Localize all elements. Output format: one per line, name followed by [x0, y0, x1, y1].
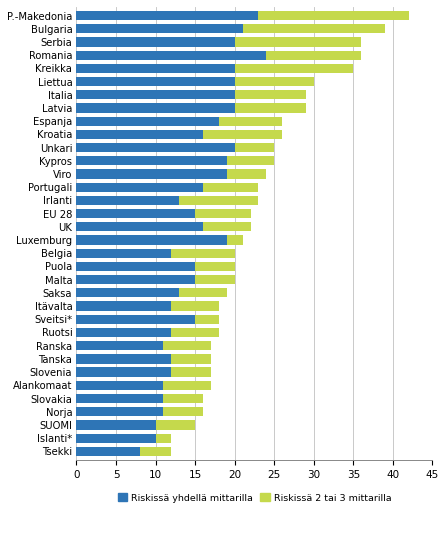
Legend: Riskissä yhdellä mittarilla, Riskissä 2 tai 3 mittarilla: Riskissä yhdellä mittarilla, Riskissä 2 … — [114, 490, 395, 506]
Bar — [235, 37, 361, 47]
Bar — [243, 24, 385, 34]
Bar — [76, 407, 164, 417]
Bar — [76, 37, 235, 47]
Bar — [76, 103, 235, 113]
Bar — [76, 183, 203, 192]
Bar — [76, 64, 235, 73]
Bar — [195, 315, 219, 324]
Bar — [227, 235, 243, 245]
Bar — [203, 183, 258, 192]
Bar — [227, 169, 266, 179]
Bar — [235, 90, 306, 100]
Bar — [235, 143, 274, 152]
Bar — [76, 381, 164, 390]
Bar — [171, 328, 219, 337]
Bar — [171, 367, 211, 377]
Bar — [258, 11, 409, 20]
Bar — [76, 420, 156, 430]
Bar — [203, 130, 282, 139]
Bar — [164, 341, 211, 351]
Bar — [171, 301, 219, 311]
Bar — [76, 394, 164, 403]
Bar — [179, 288, 227, 298]
Bar — [76, 156, 227, 166]
Bar — [76, 341, 164, 351]
Bar — [235, 103, 306, 113]
Bar — [76, 315, 195, 324]
Bar — [76, 447, 140, 456]
Bar — [156, 433, 171, 443]
Bar — [219, 116, 282, 126]
Bar — [76, 288, 179, 298]
Bar — [76, 249, 171, 258]
Bar — [76, 367, 171, 377]
Bar — [195, 209, 251, 218]
Bar — [76, 116, 219, 126]
Bar — [195, 262, 235, 271]
Bar — [76, 433, 156, 443]
Bar — [76, 130, 203, 139]
Bar — [76, 262, 195, 271]
Bar — [76, 222, 203, 232]
Bar — [76, 77, 235, 86]
Bar — [76, 301, 171, 311]
Bar — [76, 275, 195, 284]
Bar — [195, 275, 235, 284]
Bar — [76, 169, 227, 179]
Bar — [203, 222, 251, 232]
Bar — [76, 90, 235, 100]
Bar — [164, 394, 203, 403]
Bar — [235, 77, 314, 86]
Bar — [76, 11, 258, 20]
Bar — [76, 328, 171, 337]
Bar — [171, 354, 211, 364]
Bar — [76, 50, 266, 60]
Bar — [235, 64, 353, 73]
Bar — [171, 249, 235, 258]
Bar — [227, 156, 274, 166]
Bar — [76, 209, 195, 218]
Bar — [156, 420, 195, 430]
Bar — [76, 143, 235, 152]
Bar — [164, 381, 211, 390]
Bar — [164, 407, 203, 417]
Bar — [140, 447, 171, 456]
Bar — [76, 235, 227, 245]
Bar — [76, 196, 179, 205]
Bar — [76, 24, 243, 34]
Bar — [76, 354, 171, 364]
Bar — [179, 196, 258, 205]
Bar — [266, 50, 361, 60]
